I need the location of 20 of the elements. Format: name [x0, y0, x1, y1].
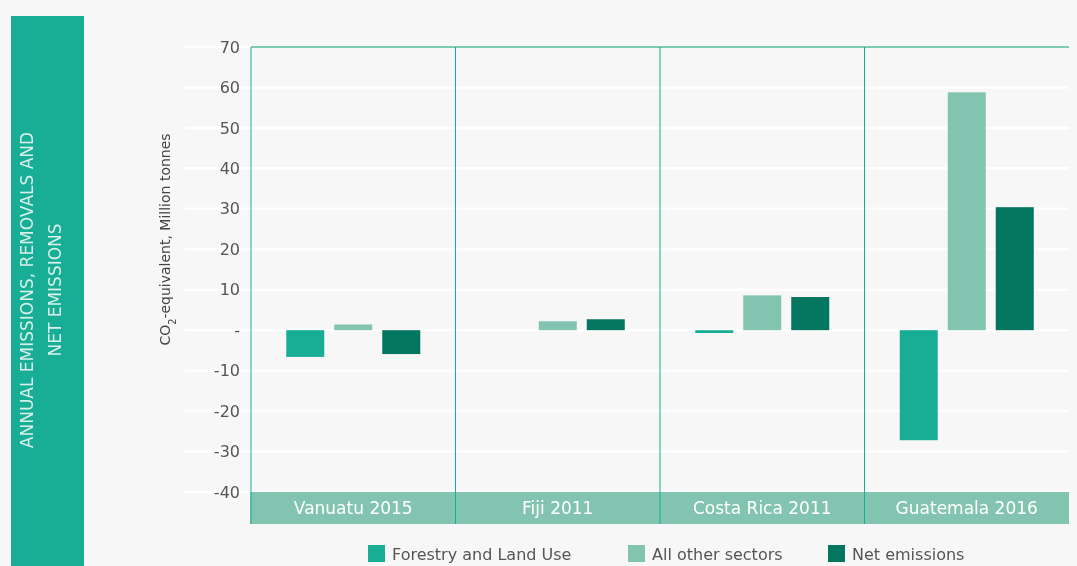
y-tick-label: 60 — [219, 78, 240, 98]
legend-label: Forestry and Land Use — [392, 544, 572, 564]
y-tick-label: 50 — [219, 118, 240, 138]
y-tick-label: 40 — [219, 158, 240, 178]
y-tick-label: 70 — [219, 37, 240, 57]
legend-label: Net emissions — [852, 544, 965, 564]
y-tick-label: -40 — [213, 482, 240, 502]
x-tick-label: Guatemala 2016 — [895, 497, 1038, 518]
y-tick-label: 10 — [219, 280, 240, 300]
x-tick-label: Vanuatu 2015 — [293, 497, 413, 518]
text: ANNUAL EMISSIONS, REMOVALS AND NET EMISSIONS — [17, 131, 65, 449]
y-tick-label: -30 — [213, 442, 240, 462]
y-tick-label: -10 — [213, 361, 240, 381]
x-tick-label: Costa Rica 2011 — [692, 497, 832, 518]
y-tick-label: -20 — [213, 401, 240, 421]
y-tick-label: 20 — [219, 239, 240, 259]
x-tick-label: Fiji 2011 — [522, 497, 594, 518]
y-tick-label: - — [234, 320, 240, 340]
y-tick-label: 30 — [219, 199, 240, 219]
legend-label: All other sectors — [652, 544, 783, 564]
